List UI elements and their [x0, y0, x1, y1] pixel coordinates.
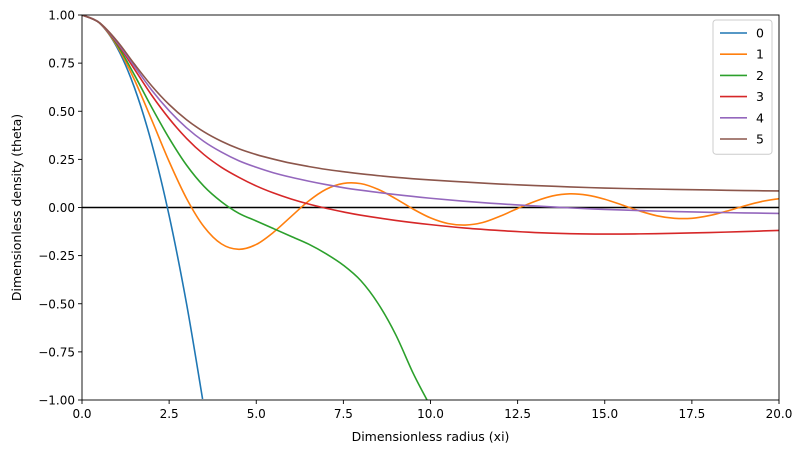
legend-label-4: 4 [756, 110, 764, 125]
y-axis-label: Dimensionless density (theta) [9, 114, 24, 301]
y-tick-label: −1.00 [38, 394, 75, 408]
y-tick-label: 0.50 [48, 105, 75, 119]
x-tick-label: 20.0 [766, 407, 793, 421]
y-tick-label: 0.25 [48, 153, 75, 167]
y-tick-label: 0.00 [48, 201, 75, 215]
x-tick-label: 7.5 [334, 407, 353, 421]
legend-label-5: 5 [756, 132, 764, 147]
x-tick-label: 5.0 [247, 407, 266, 421]
chart-marks: 0.0 2.5 5.0 7.5 10.0 12.5 15.0 17.5 20.0 1.00 0.75… [38, 9, 792, 422]
series-group [82, 15, 779, 400]
y-tick-label: 0.75 [48, 57, 75, 71]
series-line-2 [82, 15, 428, 400]
legend-label-3: 3 [756, 89, 764, 104]
legend: 0 1 2 3 4 5 [712, 19, 773, 155]
x-tick-label: 15.0 [591, 407, 618, 421]
y-tick-label: −0.50 [38, 297, 75, 311]
legend-label-2: 2 [756, 68, 764, 83]
series-line-3 [82, 15, 779, 235]
x-tick-label: 12.5 [504, 407, 531, 421]
series-line-4 [82, 15, 779, 215]
y-tick-label: −0.25 [38, 249, 75, 263]
series-line-5 [82, 15, 779, 192]
x-axis-label: Dimensionless radius (xi) [352, 429, 510, 444]
x-tick-label: 0.0 [72, 407, 91, 421]
legend-label-0: 0 [756, 26, 764, 41]
x-tick-label: 10.0 [417, 407, 444, 421]
y-tick-label: 1.00 [48, 9, 75, 23]
series-line-1 [82, 15, 779, 251]
legend-label-1: 1 [756, 47, 764, 62]
x-tick-label: 17.5 [679, 407, 706, 421]
y-tick-label: −0.75 [38, 345, 75, 359]
x-tick-label: 2.5 [160, 407, 179, 421]
